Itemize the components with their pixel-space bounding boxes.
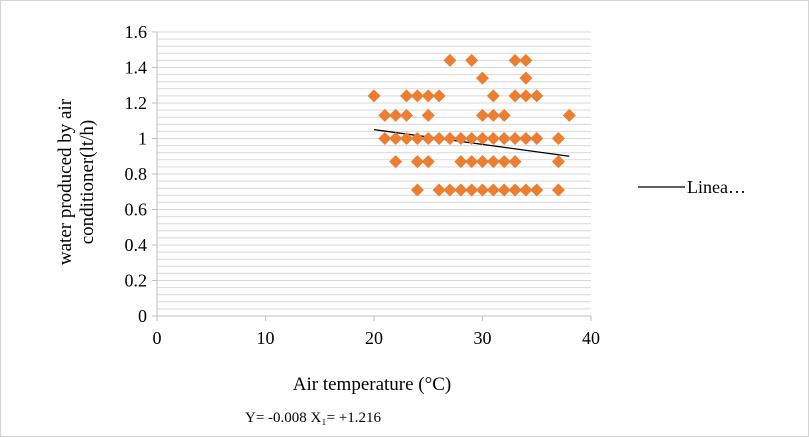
data-point — [476, 155, 489, 169]
data-point — [497, 183, 511, 197]
data-point — [508, 89, 522, 103]
legend-label: Linea… — [687, 177, 746, 197]
data-point — [476, 71, 489, 85]
data-point — [432, 132, 446, 145]
data-point — [378, 108, 392, 122]
data-points — [367, 53, 576, 197]
data-point — [465, 132, 479, 145]
y-tick-label: 0.8 — [125, 164, 148, 184]
data-point — [410, 89, 424, 103]
data-point — [400, 89, 414, 103]
x-tick-label: 0 — [153, 328, 162, 348]
data-point — [400, 132, 414, 145]
data-point — [465, 155, 479, 169]
x-tick-label: 20 — [365, 328, 383, 348]
data-point — [486, 108, 500, 122]
y-tick-label: 1 — [138, 129, 147, 149]
data-point — [497, 132, 511, 145]
data-point — [454, 155, 468, 169]
data-point — [465, 183, 479, 197]
data-point — [530, 132, 544, 145]
data-point — [508, 155, 522, 169]
data-point — [389, 132, 403, 145]
data-point — [432, 89, 446, 103]
data-point — [443, 53, 457, 67]
data-point — [389, 108, 403, 122]
data-point — [432, 183, 446, 197]
y-tick-label: 1.6 — [125, 22, 148, 42]
x-tick-label: 10 — [257, 328, 275, 348]
data-point — [476, 183, 489, 197]
y-tick-label: 0.6 — [125, 200, 148, 220]
data-point — [476, 132, 489, 145]
data-point — [551, 155, 565, 169]
y-axis-title-line-1: water produced by air — [55, 98, 76, 265]
data-point — [465, 53, 479, 67]
data-point — [551, 132, 565, 145]
data-point — [421, 132, 435, 145]
data-point — [508, 53, 522, 67]
regression-equation: Y= -0.008 X₁= +1.216 — [245, 410, 382, 426]
data-point — [421, 89, 435, 103]
grid-lines — [157, 31, 591, 310]
y-tick-label: 0.4 — [125, 235, 148, 255]
x-axis-title: Air temperature (°C) — [293, 374, 451, 395]
data-point — [454, 183, 468, 197]
data-point — [454, 132, 468, 145]
data-point — [519, 53, 533, 67]
data-point — [486, 132, 500, 145]
data-point — [421, 108, 435, 122]
data-point — [508, 132, 522, 145]
data-point — [519, 71, 533, 85]
tick-labels: 0 10 20 30 40 0 0.2 0.4 0.6 0.8 1 1.2 1.4 1.6 — [125, 22, 601, 348]
data-point — [410, 155, 424, 169]
y-tick-label: 1.2 — [125, 93, 148, 113]
y-tick-label: 0.2 — [125, 271, 148, 291]
data-point — [443, 183, 457, 197]
x-tick-label: 30 — [474, 328, 492, 348]
data-point — [530, 183, 544, 197]
data-point — [508, 183, 522, 197]
data-point — [530, 89, 544, 103]
data-point — [562, 108, 576, 122]
data-point — [497, 108, 511, 122]
data-point — [421, 155, 435, 169]
data-point — [367, 89, 381, 103]
data-point — [551, 183, 565, 197]
data-point — [410, 183, 424, 197]
data-point — [519, 89, 533, 103]
data-point — [378, 132, 392, 145]
y-tick-label: 1.4 — [125, 58, 148, 78]
data-point — [486, 89, 500, 103]
x-tick-label: 40 — [582, 328, 600, 348]
data-point — [389, 155, 403, 169]
data-point — [443, 132, 457, 145]
data-point — [486, 183, 500, 197]
y-axis-title-line-2: conditioner(lt/h) — [77, 120, 98, 245]
data-point — [400, 108, 414, 122]
data-point — [486, 155, 500, 169]
data-point — [497, 155, 511, 169]
data-point — [476, 108, 489, 122]
y-tick-label: 0 — [138, 306, 147, 326]
data-point — [519, 132, 533, 145]
data-point — [519, 183, 533, 197]
data-point — [410, 132, 424, 145]
